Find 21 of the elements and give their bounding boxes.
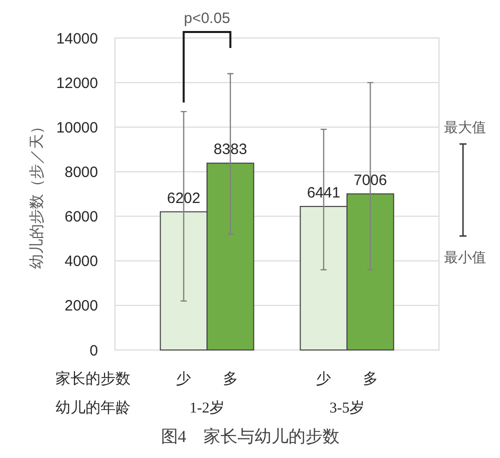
y-tick-label: 10000 — [56, 119, 98, 136]
y-tick-label: 6000 — [64, 208, 98, 226]
y-tick-label: 4000 — [64, 253, 98, 270]
text: p<0.05 — [184, 10, 230, 27]
x-axis-title: 幼儿的年龄 — [56, 399, 130, 416]
y-tick-label: 12000 — [56, 74, 98, 92]
y-axis-title: 幼儿的步数（步／天） — [28, 119, 46, 269]
x-tick-label: 1-2岁 — [190, 399, 225, 416]
y-tick-label: 0 — [90, 342, 98, 360]
y-tick-label: 2000 — [64, 298, 98, 315]
text: 多 — [362, 371, 378, 388]
text: 图4 家长与幼儿的步数 — [160, 426, 340, 446]
text: 少 — [316, 371, 332, 388]
x-tick-label: 3-5岁 — [329, 399, 364, 416]
series-label: 少 — [176, 370, 192, 388]
text: 最大值 — [444, 120, 486, 136]
series-label: 多 — [222, 370, 238, 388]
y-tick-label: 8000 — [64, 164, 98, 181]
text: 最小值 — [444, 250, 486, 266]
y-tick-label: 14000 — [56, 30, 98, 48]
legend-title: 家长的步数 — [56, 370, 130, 388]
